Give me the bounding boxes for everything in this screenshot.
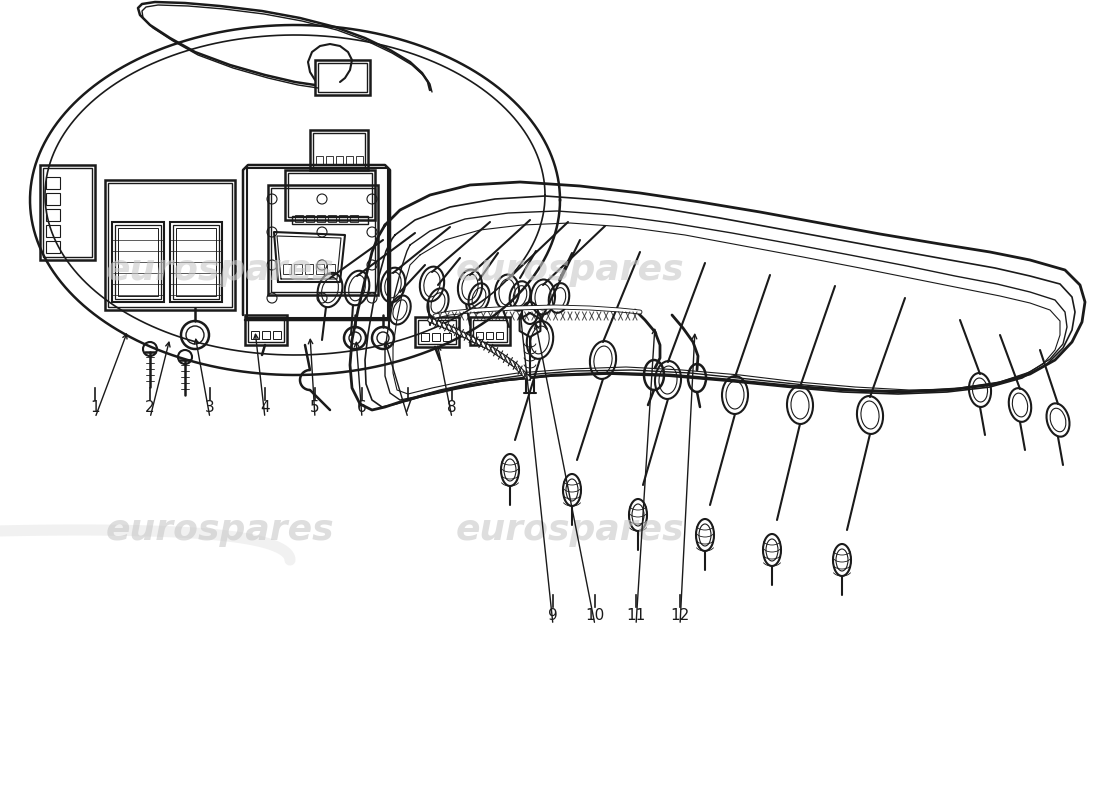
Bar xyxy=(496,332,503,339)
Bar xyxy=(118,228,158,296)
Bar xyxy=(470,317,510,345)
Bar xyxy=(421,333,429,341)
Bar xyxy=(476,332,483,339)
Bar xyxy=(251,331,258,339)
Bar xyxy=(43,168,92,257)
Bar xyxy=(350,215,358,222)
Bar xyxy=(116,225,161,299)
Bar xyxy=(46,193,60,205)
Text: 3: 3 xyxy=(205,401,214,415)
Bar xyxy=(46,209,60,221)
Text: 7: 7 xyxy=(404,401,412,415)
Bar xyxy=(346,156,353,164)
Bar xyxy=(271,188,375,292)
Text: 10: 10 xyxy=(585,607,605,622)
Bar xyxy=(245,315,287,345)
Bar xyxy=(316,156,323,164)
Bar xyxy=(356,156,363,164)
Bar xyxy=(283,264,292,274)
Bar xyxy=(40,165,95,260)
Text: 6: 6 xyxy=(358,401,367,415)
Bar xyxy=(415,317,459,347)
Bar xyxy=(318,63,367,92)
Bar xyxy=(173,225,219,299)
Bar xyxy=(46,225,60,237)
Bar xyxy=(314,133,365,167)
Text: eurospares: eurospares xyxy=(455,253,684,287)
Bar xyxy=(176,228,216,296)
Text: 2: 2 xyxy=(145,401,155,415)
Bar xyxy=(336,156,343,164)
Bar xyxy=(473,320,507,342)
Text: eurospares: eurospares xyxy=(455,513,684,547)
Bar xyxy=(305,264,314,274)
Bar xyxy=(273,331,280,339)
Bar xyxy=(418,320,456,344)
Bar xyxy=(104,180,235,310)
Bar xyxy=(328,215,336,222)
Text: 11: 11 xyxy=(626,607,646,622)
Text: eurospares: eurospares xyxy=(106,513,334,547)
Text: 4: 4 xyxy=(261,401,270,415)
Bar xyxy=(294,264,302,274)
Text: 1: 1 xyxy=(90,401,100,415)
Bar xyxy=(248,168,388,318)
Bar xyxy=(112,222,164,302)
Bar xyxy=(327,264,336,274)
Bar xyxy=(317,215,324,222)
Bar xyxy=(432,333,440,341)
Bar xyxy=(292,216,368,224)
Text: 9: 9 xyxy=(548,607,558,622)
Bar xyxy=(306,215,313,222)
Bar xyxy=(316,264,324,274)
Bar xyxy=(262,331,270,339)
Text: eurospares: eurospares xyxy=(106,253,334,287)
Bar xyxy=(326,156,333,164)
Bar xyxy=(443,333,451,341)
Bar xyxy=(486,332,493,339)
Bar xyxy=(248,318,284,342)
Bar xyxy=(295,215,302,222)
Text: 8: 8 xyxy=(448,401,456,415)
Bar xyxy=(170,222,222,302)
Bar xyxy=(108,183,232,307)
Text: 5: 5 xyxy=(310,401,320,415)
Bar xyxy=(339,215,346,222)
Bar xyxy=(268,185,378,295)
Bar xyxy=(285,170,375,220)
Bar xyxy=(46,177,60,189)
Text: 12: 12 xyxy=(670,607,690,622)
Bar xyxy=(46,241,60,253)
Bar xyxy=(310,130,369,170)
Bar xyxy=(315,60,370,95)
Bar xyxy=(288,173,372,217)
